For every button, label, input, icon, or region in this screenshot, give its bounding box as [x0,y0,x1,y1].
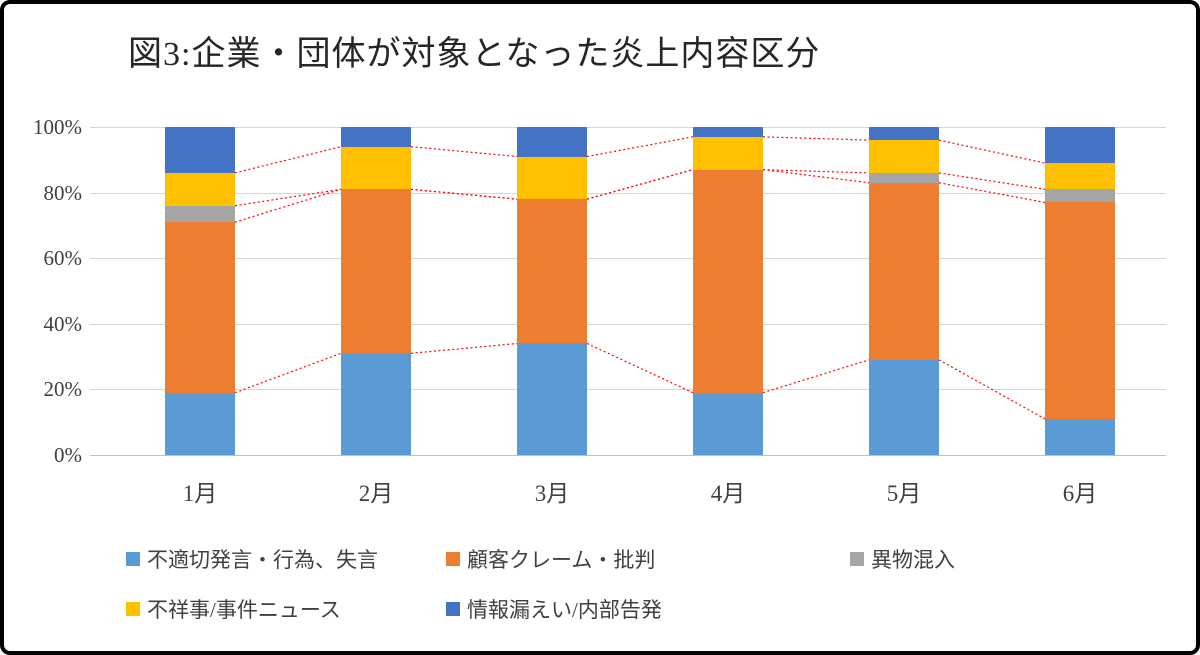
series-line [938,172,1046,190]
series-line [410,342,518,354]
legend-swatch-icon [126,552,140,566]
bar-segment [869,127,939,141]
legend-item: 情報漏えい/内部告発 [446,594,662,624]
series-line [234,188,342,223]
bar-segment [1045,127,1115,164]
x-axis-label: 6月 [1062,481,1098,506]
legend-item: 異物混入 [850,544,955,574]
bar-segment [693,136,763,170]
y-tick-label: 0% [54,443,82,467]
bar-segment [693,127,763,137]
legend-item: 顧客クレーム・批判 [446,544,655,574]
series-line [410,188,518,200]
bar-segment [869,182,939,360]
y-tick-label: 100% [33,115,82,139]
bar-segment [517,343,587,455]
bar-segment [869,172,939,183]
series-line [762,169,870,184]
bar-segment [1045,163,1115,190]
series-line [586,169,694,200]
legend-label: 異物混入 [871,548,955,572]
series-line [410,146,518,158]
legend-swatch-icon [446,602,460,616]
chart-title: 図3:企業・団体が対象となった炎上内容区分 [128,36,821,73]
bar-segment [341,127,411,147]
series-line [762,169,870,174]
bar-segment [165,222,235,393]
series-line [586,136,694,158]
y-tick-label: 60% [43,246,83,271]
bar-segment [869,140,939,173]
legend-swatch-icon [446,552,460,566]
bar-segment [165,127,235,173]
series-line [938,139,1046,164]
bar-segment [1045,202,1115,419]
bar-segment [341,189,411,354]
gridline [90,455,1166,456]
x-axis-label: 4月 [710,481,746,506]
bar-segment [517,127,587,157]
legend-swatch-icon [126,602,140,616]
series-line [586,169,694,200]
bar-segment [165,205,235,223]
legend-label: 不適切発言・行為、失言 [147,548,378,572]
gridline [90,192,1166,194]
bar-segment [1045,189,1115,203]
series-line [762,136,870,141]
bar-segment [693,392,763,455]
y-tick-label: 20% [43,377,83,402]
y-tick-label: 40% [43,311,83,336]
x-axis-label: 5月 [886,481,922,506]
series-line [410,188,518,200]
legend-label: 顧客クレーム・批判 [467,548,656,572]
x-axis-label: 3月 [534,481,570,506]
bar-segment [341,146,411,190]
y-tick-label: 80% [43,180,83,205]
legend-item: 不祥事/事件ニュース [126,594,341,624]
series-line [234,146,342,174]
series-line [762,359,870,394]
bar-segment [341,353,411,455]
bar-segment [869,359,939,455]
gridline [90,389,1166,391]
bar-segment [517,199,587,344]
legend-label: 情報漏えい/内部告発 [467,598,662,622]
series-line [586,342,694,394]
legend-swatch-icon [850,552,864,566]
x-axis-label: 1月 [182,481,218,506]
series-line [234,352,342,394]
bar-segment [517,156,587,200]
x-axis-label: 2月 [358,481,394,506]
legend-item: 不適切発言・行為、失言 [126,544,378,574]
gridline [90,258,1166,260]
bar-segment [693,169,763,393]
bar-segment [1045,418,1115,455]
bar-segment [165,392,235,455]
gridline [90,127,1166,128]
legend-label: 不祥事/事件ニュース [147,598,341,622]
gridline [90,323,1166,325]
bar-segment [165,172,235,206]
